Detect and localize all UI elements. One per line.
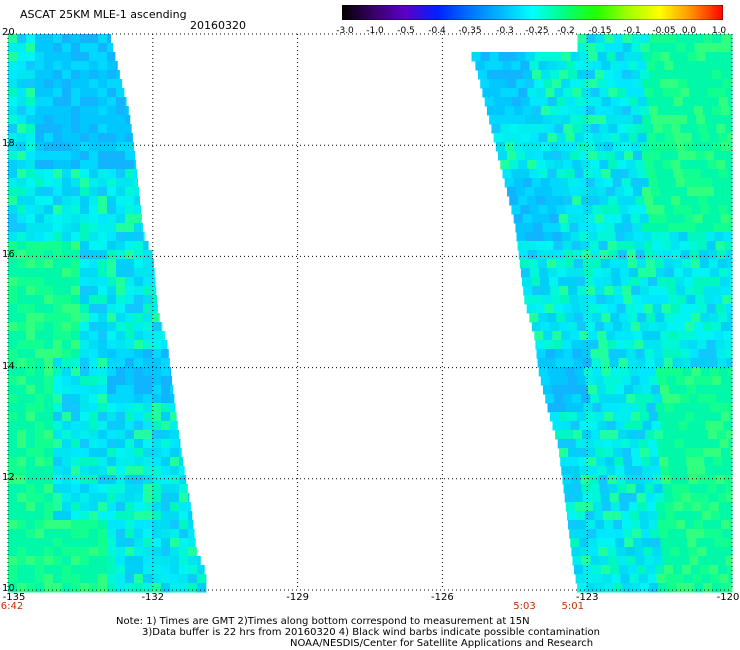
colorbar-label: -0.2 — [557, 26, 575, 36]
colorbar-label: 0.0 — [681, 26, 697, 36]
lon-tick-label: -120 — [716, 592, 740, 603]
colorbar-label: -0.1 — [623, 26, 641, 36]
lat-tick-label: 16 — [2, 249, 15, 261]
colorbar-label: -0.4 — [428, 26, 446, 36]
time-label: 5:03 — [513, 601, 536, 612]
date-label: 20160320 — [190, 19, 246, 32]
colorbar-label: -0.25 — [525, 26, 549, 36]
colorbar-label: -3.0 — [336, 26, 354, 36]
note-line-1: Note: 1) Times are GMT 2)Times along bot… — [116, 616, 530, 627]
lat-tick-label: 18 — [2, 138, 15, 150]
swath-west — [8, 34, 207, 593]
colorbar-gradient — [342, 5, 723, 20]
lat-tick-label: 10 — [2, 583, 15, 594]
colorbar — [342, 5, 723, 20]
swath-layer — [8, 34, 733, 593]
lon-tick-label: -123 — [575, 592, 599, 603]
colorbar-label: 1.0 — [711, 26, 727, 36]
colorbar-label: -0.35 — [458, 26, 482, 36]
colorbar-label: -0.15 — [588, 26, 612, 36]
colorbar-label: -0.05 — [652, 26, 676, 36]
lon-tick-label: -129 — [286, 592, 309, 603]
grid-layer — [7, 33, 733, 591]
lat-tick-label: 20 — [2, 27, 15, 38]
lat-tick-label: 12 — [2, 471, 15, 483]
swath-east — [471, 34, 733, 593]
time-label: 6:42 — [0, 601, 24, 612]
time-label: 5:01 — [561, 601, 584, 612]
colorbar-label: -1.0 — [366, 26, 384, 36]
page-title: ASCAT 25KM MLE-1 ascending — [20, 8, 187, 21]
lon-tick-label: -135 — [2, 592, 26, 603]
lon-tick-label: -126 — [431, 592, 454, 603]
colorbar-label: -0.5 — [397, 26, 415, 36]
colorbar-label: -0.3 — [496, 26, 514, 36]
lat-tick-label: 14 — [2, 360, 15, 372]
note-line-3: NOAA/NESDIS/Center for Satellite Applica… — [290, 638, 594, 649]
lon-tick-label: -132 — [141, 592, 165, 603]
note-line-2: 3)Data buffer is 22 hrs from 20160320 4)… — [142, 627, 600, 638]
